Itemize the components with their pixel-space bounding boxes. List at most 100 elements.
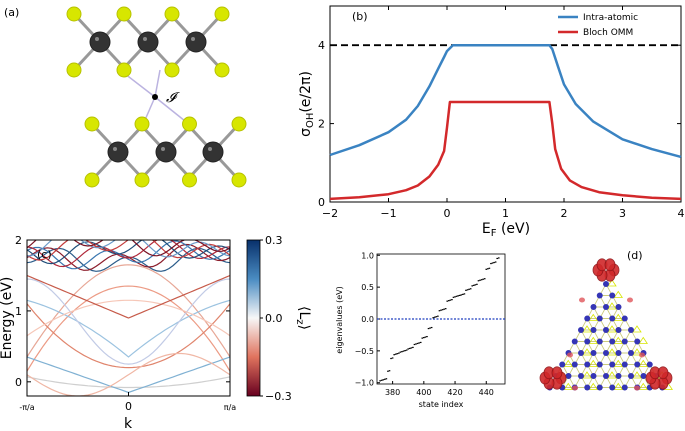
chalcogen-site: [582, 371, 592, 379]
x-tick-label: 2: [561, 207, 568, 220]
metal-site: [609, 315, 616, 322]
inset-y-tick-label: 0.0: [361, 315, 374, 324]
chalcogen-site: [607, 279, 617, 287]
eigenvalue-point: [449, 299, 452, 301]
eigenvalue-point: [437, 315, 439, 317]
metal-site: [590, 327, 597, 333]
eigenvalue-point: [390, 357, 392, 360]
metal-site: [603, 350, 609, 356]
panel-a: (a) 𝓘: [4, 6, 247, 188]
band-line: [27, 285, 230, 372]
eigenvalue-point: [471, 285, 474, 287]
eigenvalue-point: [460, 294, 463, 296]
chalcogen-atom: [214, 6, 230, 22]
metal-site: [603, 327, 609, 333]
triangular-flake: [539, 258, 673, 391]
crystal-structure: [66, 6, 247, 188]
band-line: [27, 299, 230, 358]
panel-inset: 380 400 420 440 −1.0 −0.5 0.0 0.5 1.0 eigenvalue…: [335, 251, 506, 409]
eigenvalue-point: [405, 349, 408, 351]
eigenvalue-point: [444, 308, 447, 310]
legend: Intra-atomic Bloch OMM: [558, 13, 638, 38]
chalcogen-atom: [182, 116, 197, 132]
atom-highlight: [191, 37, 195, 41]
eigenvalue-point: [433, 316, 436, 318]
chalcogen-atom: [116, 6, 132, 22]
inversion-link: [144, 96, 156, 121]
eigenvalue-point: [412, 346, 414, 349]
band-line: [27, 303, 230, 369]
band-line: [27, 299, 230, 337]
eigenvalue-point: [421, 337, 424, 339]
colorbar-tick-label: 0.3: [265, 234, 283, 247]
eigenvalue-point: [454, 296, 456, 298]
x-tick-label: -π/a: [19, 403, 34, 412]
eigenvalue-point: [426, 335, 428, 338]
series-intra-atomic: [329, 43, 682, 159]
eigenvalue-point: [408, 347, 411, 350]
metal-site: [646, 361, 653, 368]
eigenvalue-point: [468, 288, 470, 290]
chalcogen-atom: [66, 6, 82, 22]
metal-site: [596, 338, 603, 345]
metal-site: [584, 315, 591, 322]
metal-site: [634, 361, 641, 368]
chalcogen-atom: [84, 116, 100, 132]
eigenvalue-point: [465, 289, 467, 291]
metal-site: [609, 361, 616, 368]
metal-site: [578, 350, 584, 356]
panel-c: (c) 0 1 2 -π/a 0 π/a Energy (eV) k 0.3 0.0 −0.3…: [0, 234, 312, 431]
eigenvalue-point: [477, 280, 480, 282]
metal-site: [565, 373, 572, 379]
chalcogen-site: [588, 382, 598, 390]
metal-site: [571, 338, 578, 345]
x-tick-label: 1: [502, 207, 509, 220]
eigenvalue-point: [384, 378, 386, 380]
metal-site: [596, 361, 603, 368]
metal-site: [621, 384, 628, 391]
band-line: [27, 264, 230, 358]
chalcogen-atom: [164, 62, 180, 78]
metal-site: [584, 361, 591, 368]
eigenvalue-point: [457, 295, 459, 297]
chalcogen-site: [638, 382, 648, 390]
metal-site: [621, 338, 628, 345]
eigenvalue-point: [396, 353, 399, 355]
metal-atom: [202, 141, 224, 163]
panel-b-label: (b): [352, 10, 368, 23]
inset-y-label: eigenvalues (eV): [335, 286, 344, 353]
charge-density-lobe: [579, 297, 585, 303]
eigenvalue-point: [415, 343, 417, 345]
chalcogen-site: [638, 359, 648, 367]
metal-site: [590, 373, 597, 379]
eigenvalue-point: [463, 293, 466, 295]
chalcogen-site: [613, 359, 623, 367]
atom-highlight: [95, 37, 99, 41]
eigenvalue-point: [496, 257, 498, 260]
legend-label-bloch: Bloch OMM: [583, 28, 633, 38]
eigenvalue-point: [407, 348, 410, 350]
eigenvalue-point: [441, 309, 444, 311]
metal-site: [621, 315, 628, 322]
y-tick-label: 2: [15, 234, 22, 247]
metal-site: [628, 373, 634, 379]
charge-density-lobe: [551, 366, 563, 380]
eigenvalue-point: [448, 300, 450, 302]
eigenvalue-point: [483, 278, 486, 280]
eigenvalue-point: [432, 317, 434, 319]
chalcogen-site: [613, 313, 623, 321]
y-tick-label: 4: [318, 39, 325, 52]
metal-site: [590, 304, 597, 310]
eigenvalue-point: [394, 353, 397, 355]
metal-atom: [89, 31, 111, 53]
eigenvalue-point: [399, 351, 402, 353]
chalcogen-atom: [231, 172, 247, 188]
charge-density-lobe: [567, 352, 573, 358]
eigenvalue-point: [398, 352, 400, 354]
energy-axis-label: Energy (eV): [0, 277, 15, 360]
metal-site: [584, 338, 591, 345]
inversion-center: [152, 94, 158, 100]
chalcogen-site: [588, 313, 598, 321]
eigenvalue-point: [482, 278, 484, 280]
